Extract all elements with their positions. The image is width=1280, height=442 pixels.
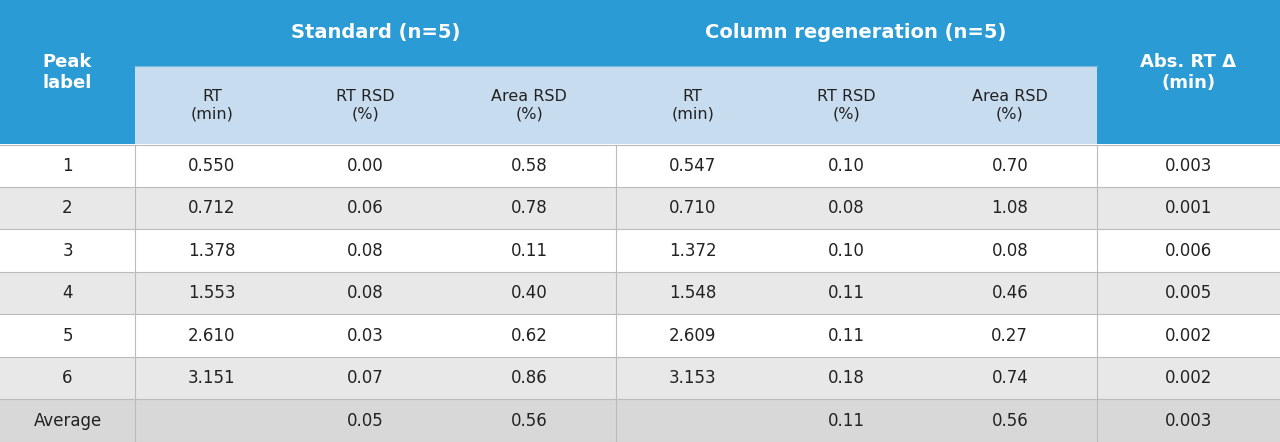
Text: 0.56: 0.56 (992, 412, 1028, 430)
Text: 0.11: 0.11 (511, 242, 548, 260)
Text: 0.08: 0.08 (347, 242, 384, 260)
Text: 1.372: 1.372 (669, 242, 717, 260)
Text: 0.08: 0.08 (347, 284, 384, 302)
Text: 0.547: 0.547 (669, 157, 717, 175)
Bar (0, 400, 1280, 442)
Text: Average: Average (33, 412, 101, 430)
Text: RT
(min): RT (min) (671, 89, 714, 122)
Bar (0, 0, 1280, 66)
Text: 3: 3 (63, 242, 73, 260)
Text: 0.712: 0.712 (188, 199, 236, 217)
Text: 0.46: 0.46 (992, 284, 1028, 302)
Text: 0.11: 0.11 (828, 327, 865, 345)
Text: 0.86: 0.86 (511, 369, 548, 387)
Bar (0, 357, 1280, 400)
Text: 0.002: 0.002 (1165, 369, 1212, 387)
Text: 0.56: 0.56 (511, 412, 548, 430)
Text: 0.06: 0.06 (347, 199, 384, 217)
Text: 1.553: 1.553 (188, 284, 236, 302)
Text: 3.153: 3.153 (669, 369, 717, 387)
Text: 0.003: 0.003 (1165, 412, 1212, 430)
Text: 0.74: 0.74 (992, 369, 1028, 387)
Bar (0, 0, 136, 145)
Text: 0.08: 0.08 (828, 199, 864, 217)
Text: 1.378: 1.378 (188, 242, 236, 260)
Bar (0, 315, 1280, 357)
Text: 3.151: 3.151 (188, 369, 236, 387)
Text: 0.58: 0.58 (511, 157, 548, 175)
Bar (1097, 0, 1280, 145)
Text: 0.550: 0.550 (188, 157, 236, 175)
Text: Peak
label: Peak label (42, 53, 92, 91)
Text: 0.00: 0.00 (347, 157, 384, 175)
Text: 0.07: 0.07 (347, 369, 384, 387)
Text: Area RSD
(%): Area RSD (%) (492, 89, 567, 122)
Text: 0.03: 0.03 (347, 327, 384, 345)
Text: 0.08: 0.08 (992, 242, 1028, 260)
Text: 0.27: 0.27 (991, 327, 1028, 345)
Text: 1.08: 1.08 (991, 199, 1028, 217)
Text: 2.610: 2.610 (188, 327, 236, 345)
Text: 0.40: 0.40 (511, 284, 548, 302)
Text: 0.05: 0.05 (347, 412, 384, 430)
Text: 0.18: 0.18 (828, 369, 865, 387)
Text: Abs. RT Δ
(min): Abs. RT Δ (min) (1140, 53, 1236, 91)
Text: 0.11: 0.11 (828, 412, 865, 430)
Bar (0, 272, 1280, 315)
Text: 5: 5 (63, 327, 73, 345)
Text: 1.548: 1.548 (669, 284, 717, 302)
Bar (0, 187, 1280, 229)
Text: 0.710: 0.710 (669, 199, 717, 217)
Text: 6: 6 (63, 369, 73, 387)
Text: 0.11: 0.11 (828, 284, 865, 302)
Text: 0.10: 0.10 (828, 242, 865, 260)
Text: 2: 2 (63, 199, 73, 217)
Bar (0, 229, 1280, 272)
Text: 1: 1 (63, 157, 73, 175)
Text: 0.78: 0.78 (511, 199, 548, 217)
Text: 0.10: 0.10 (828, 157, 865, 175)
Text: 0.005: 0.005 (1165, 284, 1212, 302)
Text: RT RSD
(%): RT RSD (%) (817, 89, 876, 122)
Bar (0, 145, 1280, 187)
Text: 2.609: 2.609 (669, 327, 717, 345)
Text: RT RSD
(%): RT RSD (%) (337, 89, 394, 122)
Text: Area RSD
(%): Area RSD (%) (972, 89, 1048, 122)
Text: 0.001: 0.001 (1165, 199, 1212, 217)
Text: Column regeneration (n=5): Column regeneration (n=5) (705, 23, 1007, 42)
Text: 0.62: 0.62 (511, 327, 548, 345)
Text: Standard (n=5): Standard (n=5) (291, 23, 460, 42)
Text: 0.003: 0.003 (1165, 157, 1212, 175)
Text: 0.70: 0.70 (992, 157, 1028, 175)
Text: 0.006: 0.006 (1165, 242, 1212, 260)
Text: RT
(min): RT (min) (191, 89, 233, 122)
Text: 4: 4 (63, 284, 73, 302)
Text: 0.002: 0.002 (1165, 327, 1212, 345)
Bar (136, 66, 1097, 145)
